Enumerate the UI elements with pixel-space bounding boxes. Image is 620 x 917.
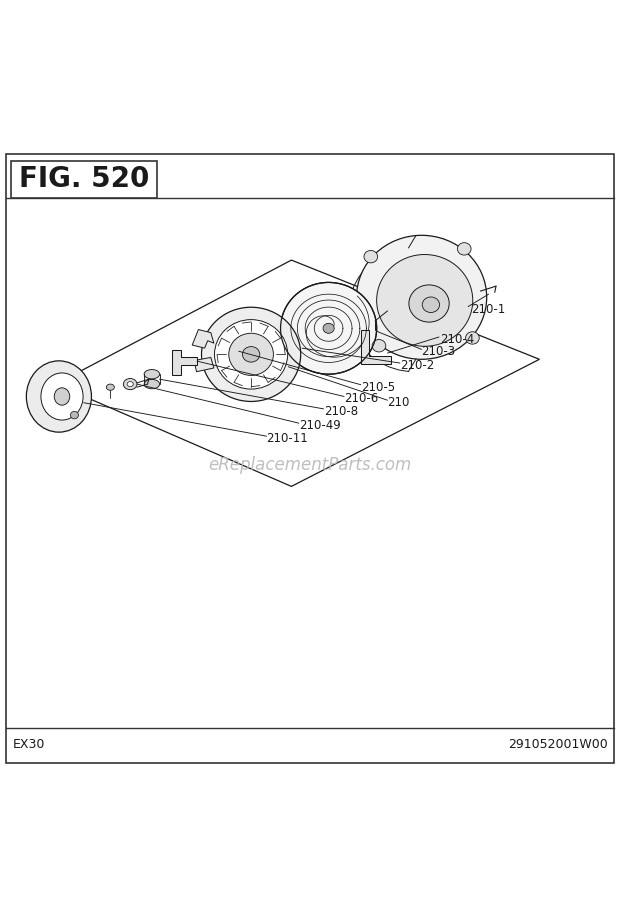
Text: 291052001W00: 291052001W00	[508, 738, 608, 751]
Ellipse shape	[377, 255, 473, 347]
Ellipse shape	[26, 361, 92, 432]
Ellipse shape	[127, 381, 133, 387]
Text: 210-1: 210-1	[471, 304, 505, 316]
Ellipse shape	[409, 285, 449, 322]
Ellipse shape	[364, 250, 378, 263]
Text: 210-6: 210-6	[344, 392, 378, 405]
Text: 210-11: 210-11	[267, 432, 308, 445]
Ellipse shape	[458, 243, 471, 255]
Ellipse shape	[123, 379, 137, 390]
Ellipse shape	[242, 347, 260, 362]
Ellipse shape	[144, 380, 160, 389]
Ellipse shape	[107, 384, 114, 391]
Text: 210-3: 210-3	[422, 346, 456, 359]
Polygon shape	[56, 260, 539, 486]
Ellipse shape	[422, 297, 440, 313]
Text: 210-49: 210-49	[299, 419, 340, 432]
Ellipse shape	[144, 370, 160, 379]
Text: FIG. 520: FIG. 520	[19, 165, 149, 193]
Text: 210-2: 210-2	[400, 359, 434, 372]
Ellipse shape	[202, 307, 301, 402]
Text: eReplacementParts.com: eReplacementParts.com	[208, 456, 412, 474]
Text: 210-4: 210-4	[440, 333, 474, 346]
Ellipse shape	[215, 320, 288, 389]
Ellipse shape	[356, 236, 487, 359]
Bar	[11, 160, 157, 198]
Ellipse shape	[323, 324, 334, 333]
Ellipse shape	[280, 282, 377, 374]
Text: 210-8: 210-8	[324, 405, 358, 418]
Polygon shape	[192, 329, 214, 348]
Ellipse shape	[55, 388, 69, 405]
Ellipse shape	[372, 339, 386, 352]
Ellipse shape	[466, 332, 479, 344]
Text: 210: 210	[388, 396, 410, 409]
Ellipse shape	[70, 412, 78, 419]
Text: EX30: EX30	[12, 738, 45, 751]
Text: 210-5: 210-5	[361, 381, 395, 393]
Polygon shape	[194, 358, 214, 371]
Ellipse shape	[229, 333, 273, 375]
Ellipse shape	[41, 373, 83, 420]
Polygon shape	[361, 329, 391, 364]
Polygon shape	[172, 350, 197, 375]
